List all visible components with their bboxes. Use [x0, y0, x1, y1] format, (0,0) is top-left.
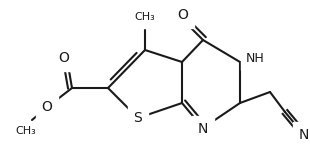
Text: NH: NH — [246, 52, 265, 64]
Text: CH₃: CH₃ — [16, 126, 36, 136]
Text: N: N — [299, 128, 309, 142]
Text: O: O — [59, 51, 69, 65]
Text: N: N — [198, 122, 208, 136]
Text: O: O — [42, 100, 52, 114]
Text: O: O — [178, 8, 188, 22]
Text: CH₃: CH₃ — [135, 12, 155, 22]
Text: S: S — [134, 111, 142, 125]
